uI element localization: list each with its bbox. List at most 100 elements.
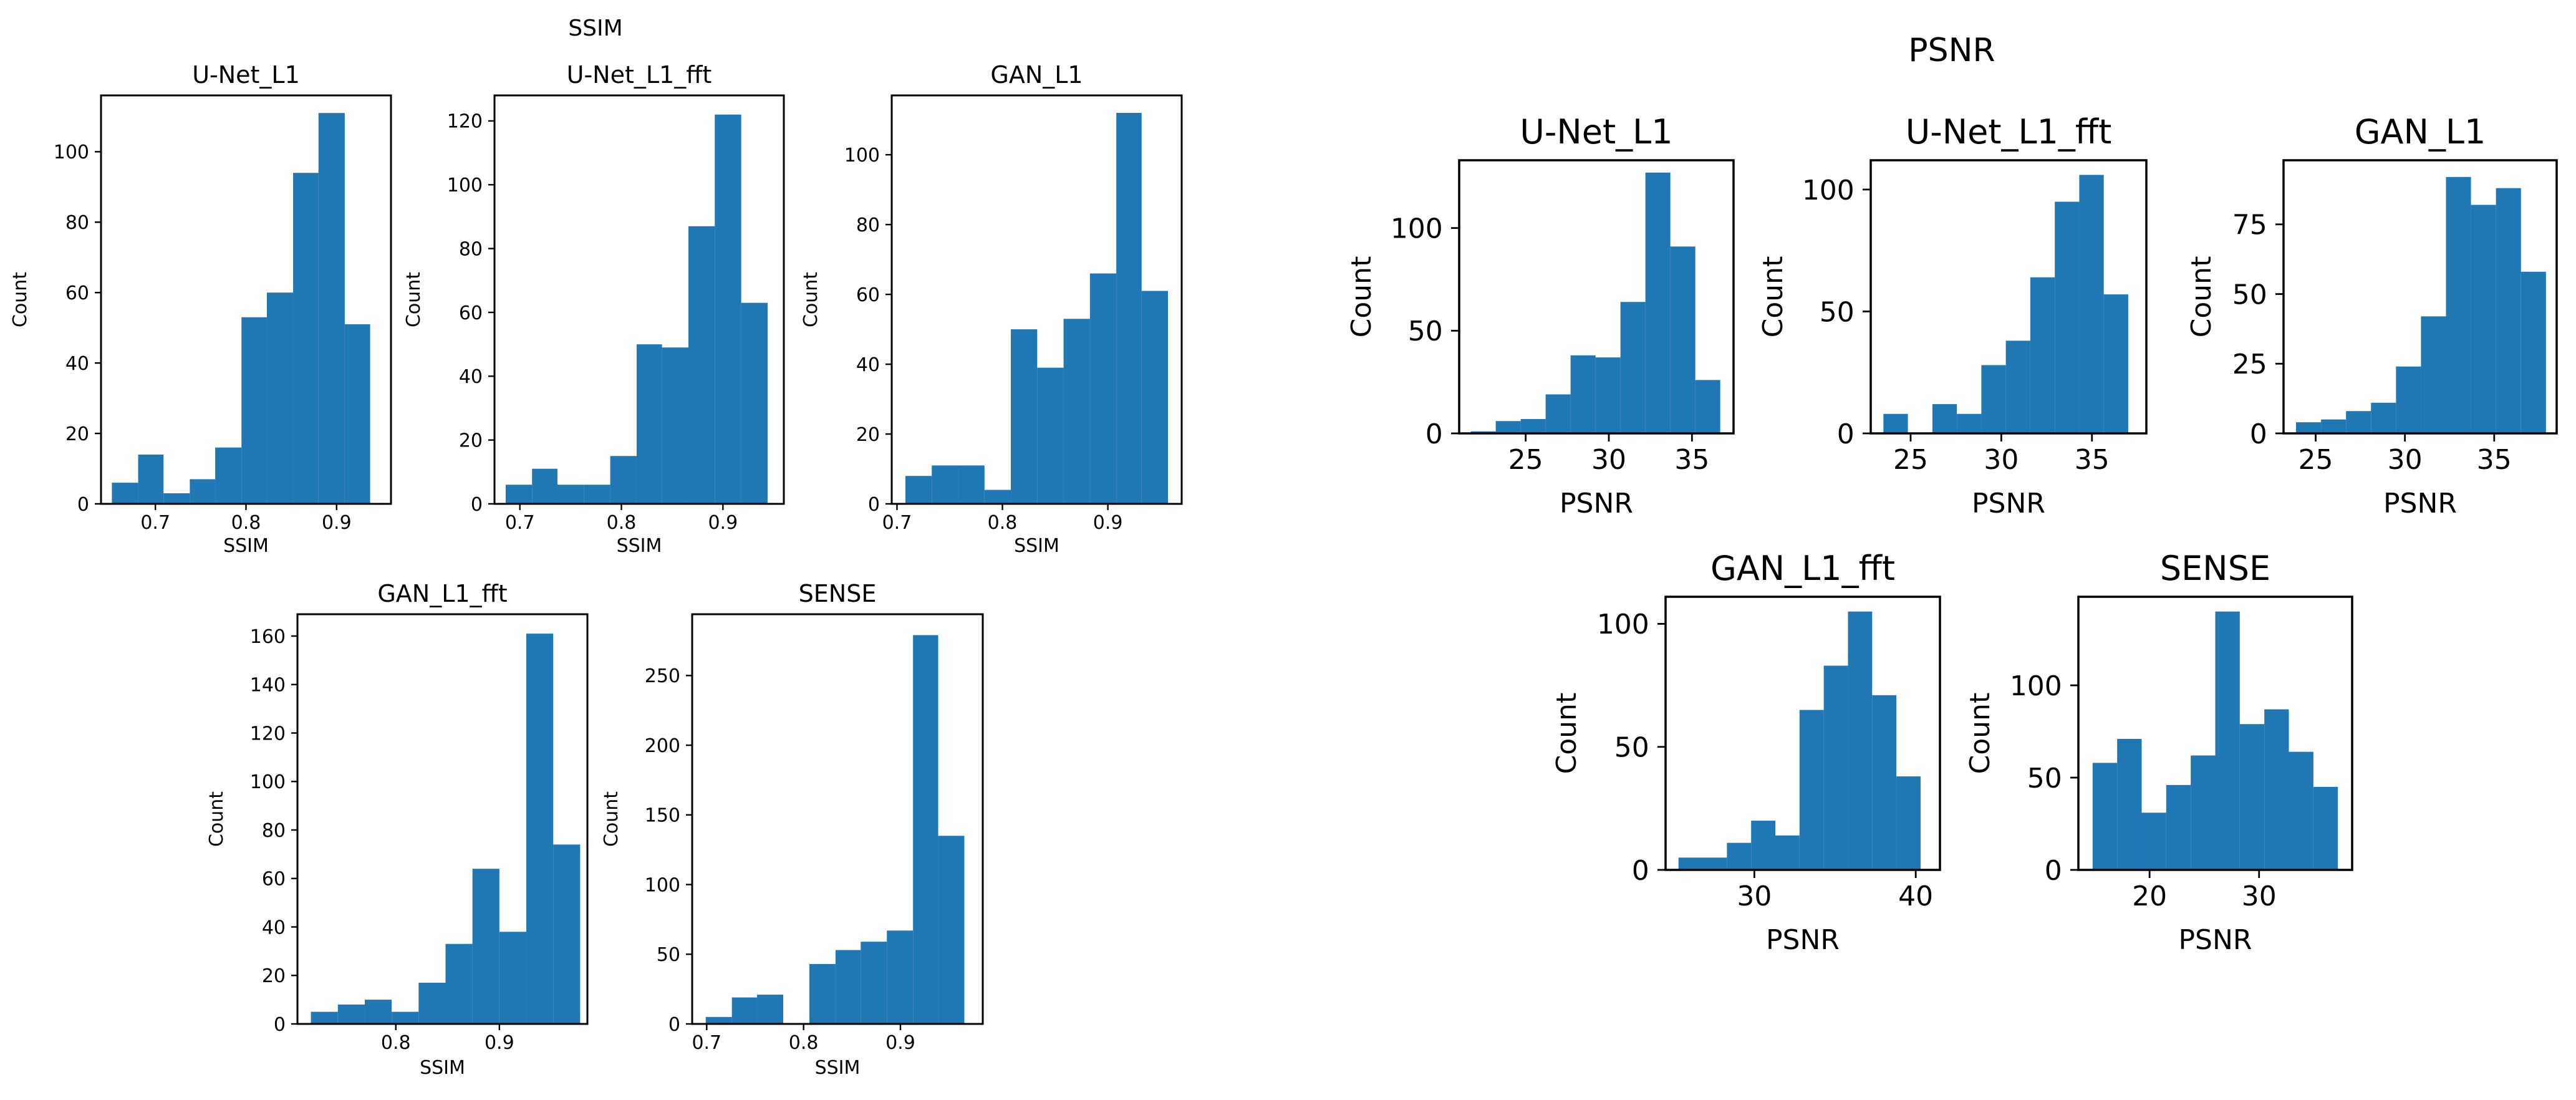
histogram-bar xyxy=(1495,421,1521,433)
x-tick-label: 0.9 xyxy=(885,1032,915,1054)
histogram-bar xyxy=(1848,611,1873,870)
histogram-bar xyxy=(190,479,216,504)
histogram-bar xyxy=(1957,413,1982,433)
y-tick-label: 0 xyxy=(668,1014,680,1036)
y-axis-label: Count xyxy=(601,791,622,847)
x-tick-label: 0.8 xyxy=(607,512,637,534)
x-tick-label: 0.8 xyxy=(381,1032,411,1054)
y-tick-label: 200 xyxy=(645,735,680,757)
histogram-bar xyxy=(445,943,473,1024)
histogram-bar xyxy=(2346,411,2371,433)
chart-psnr-unet-l1-fft: 25 30 35 0 50 100 U-Net_L1_fft PSNR Count xyxy=(1757,112,2148,519)
histogram-bar xyxy=(1751,821,1775,870)
y-tick-label: 75 xyxy=(2232,210,2267,241)
y-tick-label: 40 xyxy=(65,353,89,375)
histogram-bar xyxy=(662,347,688,504)
y-tick-label: 100 xyxy=(645,874,680,896)
histogram-bar xyxy=(1678,857,1703,870)
histogram-bar xyxy=(2030,277,2055,433)
y-tick-label: 40 xyxy=(262,917,286,938)
chart-title: U-Net_L1 xyxy=(192,61,300,89)
axes-frame xyxy=(1869,159,2148,435)
axes-frame xyxy=(1458,159,1735,435)
y-tick-label: 40 xyxy=(856,354,880,376)
y-axis-label: Count xyxy=(9,272,31,327)
y-axis-label: Count xyxy=(1757,256,1789,338)
axes-frame xyxy=(493,94,785,505)
histogram-bar xyxy=(2117,738,2142,870)
x-axis-label: SSIM xyxy=(420,1057,465,1079)
chart-title: SENSE xyxy=(2160,549,2270,588)
y-axis-label: Count xyxy=(206,791,228,847)
x-axis-label: PSNR xyxy=(1972,488,2045,519)
histogram-bar xyxy=(344,324,370,504)
y-tick-label: 120 xyxy=(250,723,286,745)
y-tick-label: 100 xyxy=(1391,213,1443,245)
histogram-bar xyxy=(958,465,985,504)
x-tick-label: 40 xyxy=(1898,880,1933,912)
histogram-bar xyxy=(318,113,345,504)
x-tick-label: 0.8 xyxy=(789,1032,819,1054)
y-tick-label: 50 xyxy=(1614,732,1649,764)
histogram-bar xyxy=(688,226,715,504)
y-tick-label: 25 xyxy=(2232,349,2267,380)
chart-psnr-gan-l1-fft: 30 40 0 50 100 GAN_L1_fft PSNR Count xyxy=(1551,549,1941,956)
y-tick-label: 60 xyxy=(262,869,286,890)
histogram-bar xyxy=(337,1004,365,1024)
y-axis-label: Count xyxy=(1551,693,1583,774)
x-tick-label: 0.7 xyxy=(140,512,170,534)
histogram-bar xyxy=(741,302,768,504)
x-tick-label: 35 xyxy=(2075,444,2110,476)
y-tick-label: 60 xyxy=(459,302,483,324)
histogram-bar xyxy=(505,485,533,504)
x-tick-label: 30 xyxy=(2242,880,2277,912)
y-tick-label: 40 xyxy=(459,366,483,388)
chart-title: SENSE xyxy=(799,580,877,607)
y-tick-label: 100 xyxy=(54,142,89,163)
x-axis-label: PSNR xyxy=(1766,924,1840,956)
histogram-bar xyxy=(2321,419,2347,433)
y-tick-label: 60 xyxy=(856,284,880,306)
histogram-bar xyxy=(2079,175,2104,433)
x-tick-label: 0.9 xyxy=(1093,512,1123,534)
x-tick-label: 0.9 xyxy=(708,512,738,534)
chart-ssim-unet-l1-fft: 0.7 0.8 0.9 0 20 40 60 80 100 120 U-Net_L1_fft SSIM… xyxy=(403,61,785,557)
x-axis-label: SSIM xyxy=(617,535,662,557)
chart-title: U-Net_L1_fft xyxy=(567,61,712,89)
x-tick-label: 30 xyxy=(1737,880,1772,912)
axes-frame xyxy=(691,613,984,1025)
chart-psnr-gan-l1: 25 30 35 0 25 50 75 GAN_L1 PSNR Count xyxy=(2186,112,2558,519)
histogram-bar xyxy=(2092,763,2118,870)
histogram-bar xyxy=(913,635,938,1024)
x-tick-label: 0.8 xyxy=(231,512,261,534)
histogram-bar xyxy=(392,1011,419,1024)
histogram-bar xyxy=(584,485,610,504)
histogram-bar xyxy=(553,844,581,1024)
y-tick-label: 50 xyxy=(1408,316,1443,347)
histogram-bar xyxy=(2446,176,2471,433)
y-tick-label: 50 xyxy=(2027,763,2062,794)
chart-ssim-unet-l1: 0.7 0.8 0.9 0 20 40 60 80 100 U-Net_L1 SSIM Count xyxy=(9,61,392,557)
x-tick-label: 0.9 xyxy=(322,512,352,534)
y-tick-label: 50 xyxy=(2232,279,2267,311)
chart-title: GAN_L1_fft xyxy=(1710,549,1895,588)
histogram-bar xyxy=(809,963,836,1024)
histogram-bar xyxy=(2141,813,2166,870)
chart-title: GAN_L1_fft xyxy=(377,580,507,607)
histogram-bar xyxy=(1981,365,2006,433)
histogram-bar xyxy=(2264,709,2289,870)
y-tick-label: 150 xyxy=(645,805,680,827)
histogram-bar xyxy=(1089,273,1117,504)
x-tick-label: 0.9 xyxy=(485,1032,514,1054)
histogram-bar xyxy=(418,982,446,1024)
histogram-bar xyxy=(1063,319,1090,504)
x-tick-label: 25 xyxy=(1893,444,1928,476)
y-axis-label: Count xyxy=(2186,256,2217,338)
y-tick-label: 20 xyxy=(459,430,483,451)
histogram-bar xyxy=(1823,665,1848,870)
y-tick-label: 0 xyxy=(1425,418,1443,450)
x-axis-label: SSIM xyxy=(1014,535,1059,557)
chart-psnr-unet-l1: 25 30 35 0 50 100 U-Net_L1 PSNR Count xyxy=(1346,112,1735,519)
histogram-bar xyxy=(2289,751,2313,870)
